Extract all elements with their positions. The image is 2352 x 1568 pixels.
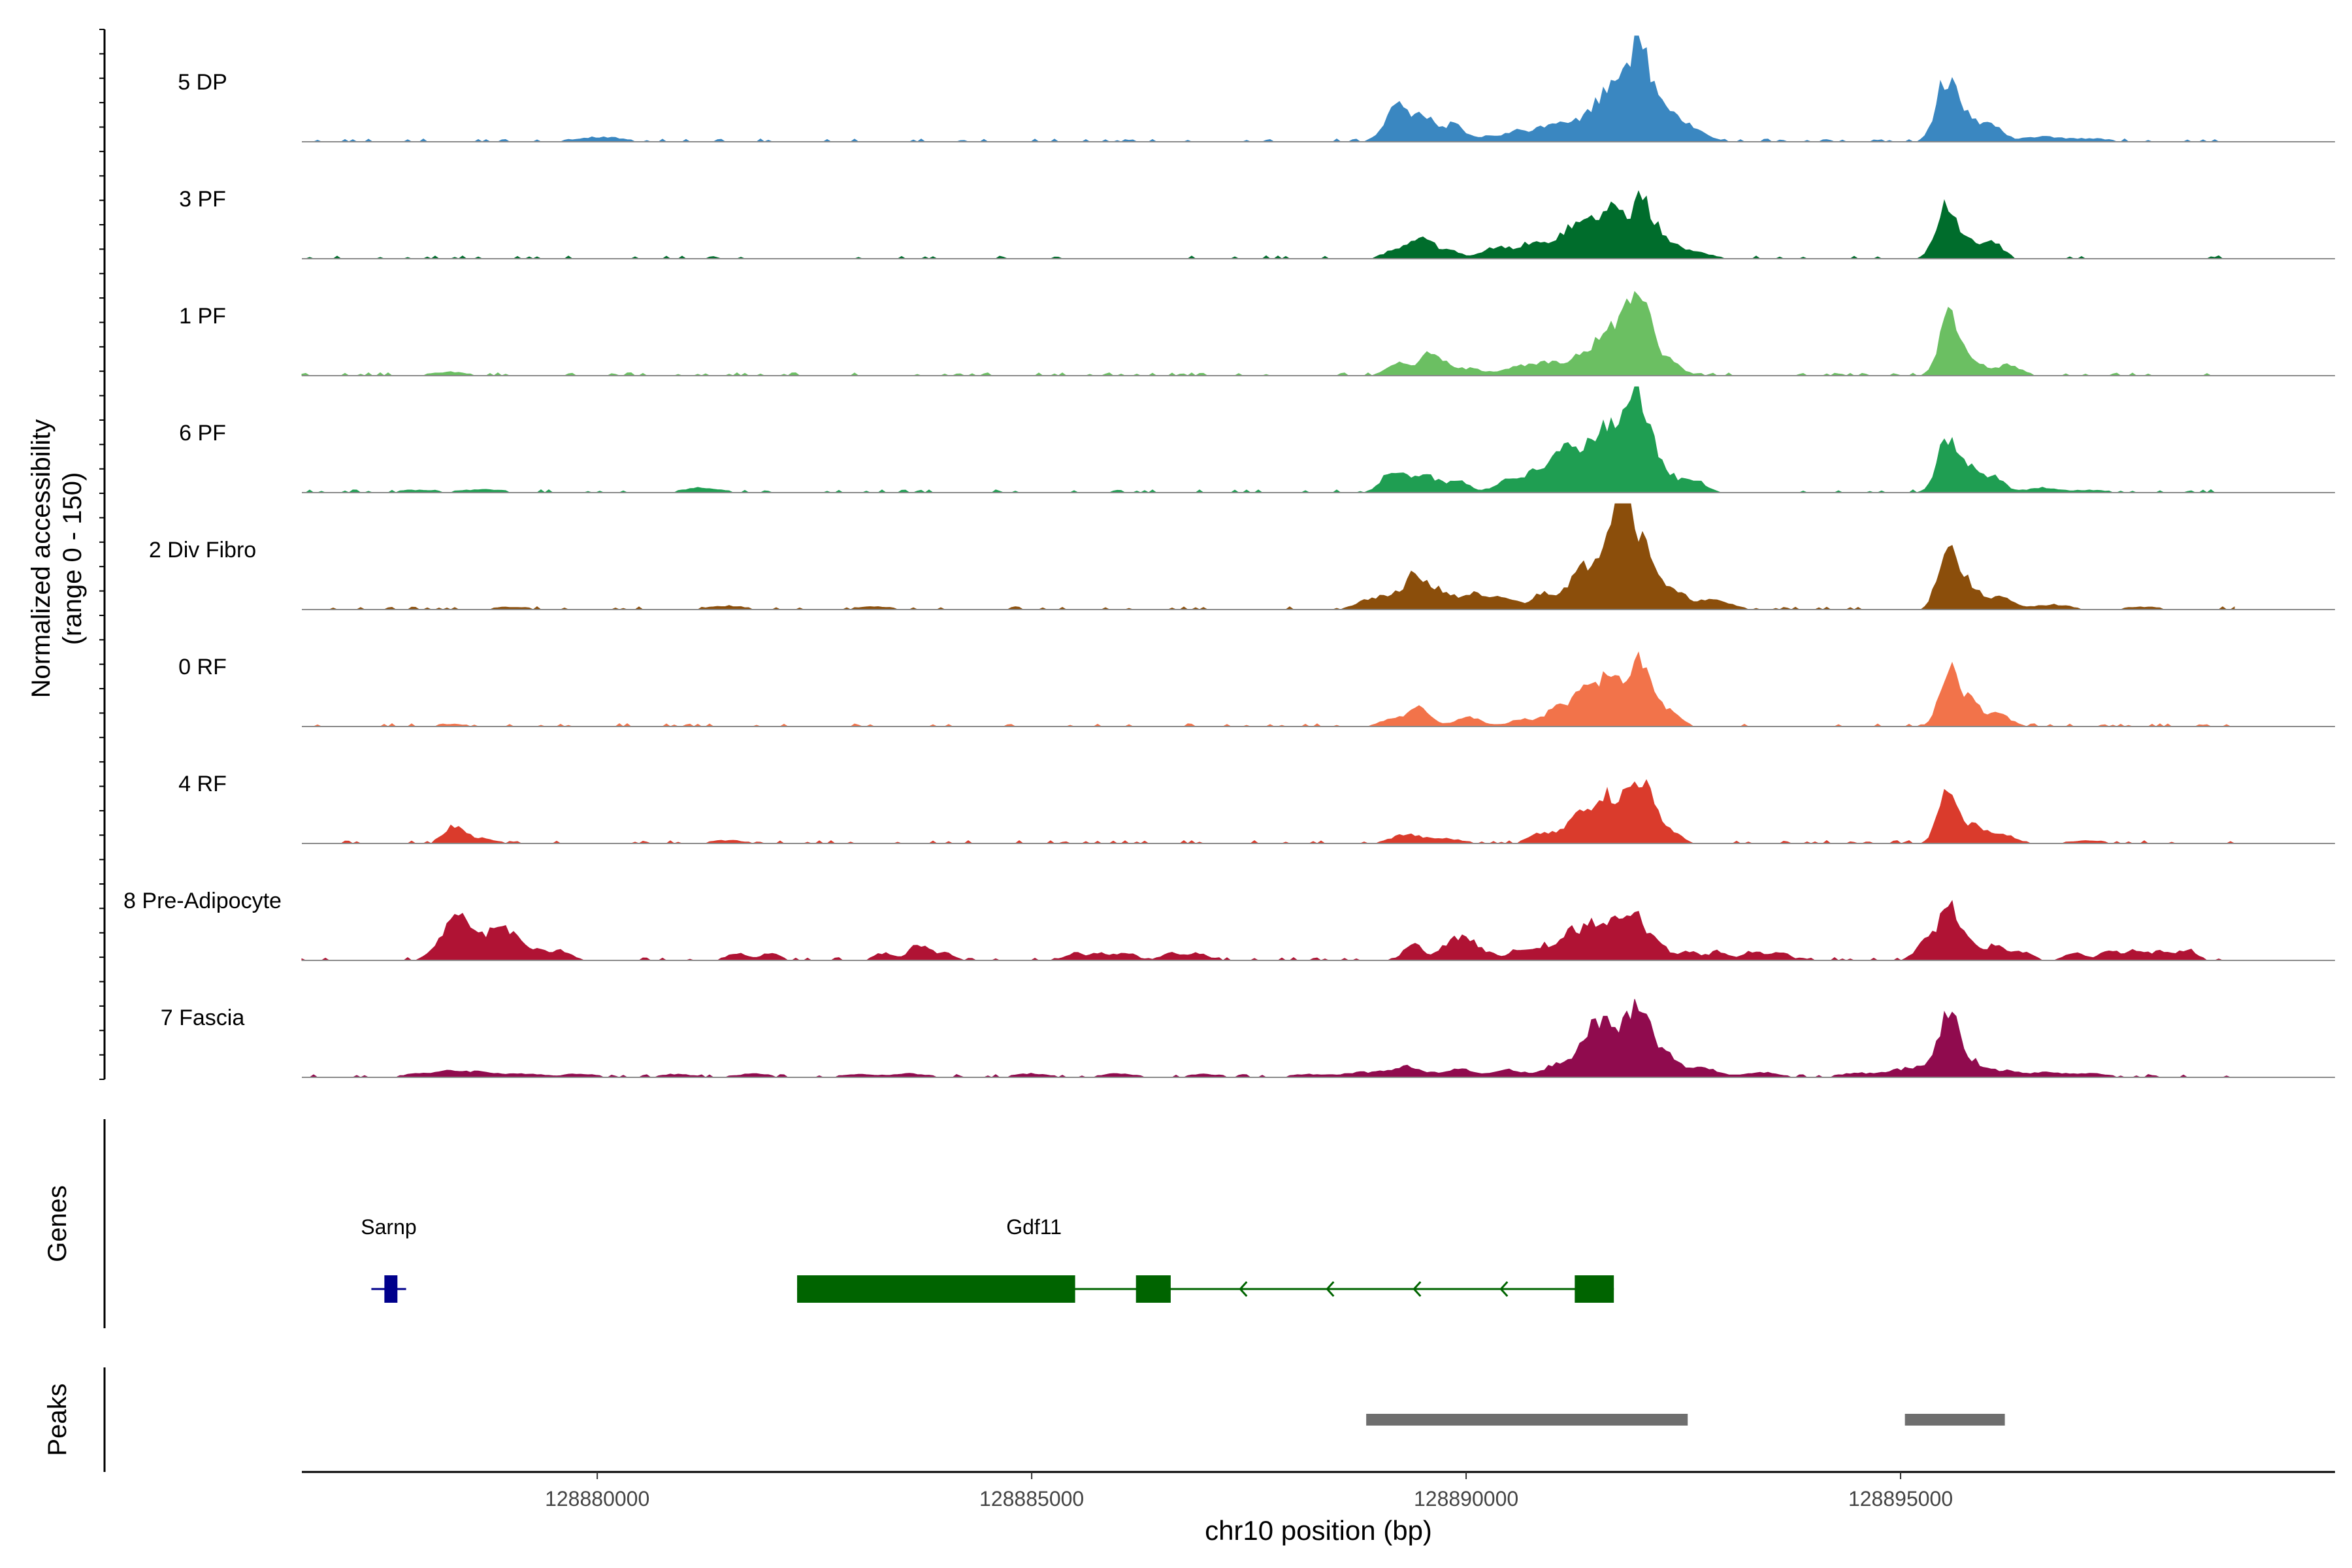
track-label: 8 Pre-Adipocyte [123, 889, 282, 913]
x-tick-label: 128885000 [979, 1487, 1084, 1511]
gene-gdf11: Gdf11 [797, 1215, 1614, 1303]
coverage-area [302, 35, 2234, 142]
genes-panel-label: Genes [43, 1185, 72, 1262]
track-label: 1 PF [179, 304, 226, 329]
peaks-panel-label: Peaks [43, 1383, 72, 1456]
track-label: 3 PF [179, 187, 226, 212]
gene-exon [384, 1275, 398, 1303]
track-label: 7 Fascia [161, 1005, 245, 1030]
gene-annotations: Sarnp Gdf11 [361, 1215, 1614, 1303]
coverage-area [302, 779, 2235, 844]
track-3-pf: 3 PF [179, 187, 2335, 259]
x-tick-label: 128890000 [1414, 1487, 1518, 1511]
coverage-area [301, 291, 2234, 376]
gene-strand-arrow [1499, 1281, 1509, 1298]
peak-regions [1366, 1414, 2005, 1426]
track-label: 0 RF [178, 655, 227, 679]
coverage-area [302, 503, 2235, 610]
coverage-area [302, 190, 2234, 259]
gene-exon [797, 1275, 1075, 1303]
coverage-area [301, 900, 2234, 961]
track-4-rf: 4 RF [178, 772, 2335, 844]
coverage-area [302, 651, 2234, 727]
track-label: 4 RF [178, 772, 227, 796]
x-tick-label: 128895000 [1848, 1487, 1953, 1511]
peak-region-bar [1366, 1414, 1688, 1426]
track-7-fascia: 7 Fascia [161, 999, 2335, 1078]
track-6-pf: 6 PF [179, 386, 2335, 493]
track-5-dp: 5 DP [178, 35, 2335, 142]
y-axis-title: Normalized accessibility [27, 419, 56, 698]
coverage-y-axis-ticks [99, 29, 105, 1080]
track-label: 5 DP [178, 70, 227, 95]
x-tick-label: 128880000 [545, 1487, 649, 1511]
coverage-tracks: 5 DP 3 PF 1 PF 6 PF 2 Div Fibro 0 RF 4 RF 8 Pre… [123, 35, 2335, 1078]
track-8-pre-adipocyte: 8 Pre-Adipocyte [123, 889, 2335, 961]
coverage-area [302, 386, 2234, 493]
track-2-div-fibro: 2 Div Fibro [149, 503, 2335, 610]
track-0-rf: 0 RF [178, 651, 2335, 727]
x-axis-title: chr10 position (bp) [1205, 1515, 1432, 1546]
y-axis-range: (range 0 - 150) [58, 472, 87, 645]
gene-exon [1575, 1275, 1614, 1303]
track-label: 6 PF [179, 421, 226, 446]
track-label: 2 Div Fibro [149, 538, 256, 563]
gene-label: Gdf11 [1006, 1215, 1062, 1239]
coverage-area [302, 999, 2234, 1078]
gene-strand-arrow [1239, 1281, 1248, 1298]
peak-region-bar [1904, 1414, 2005, 1426]
gene-sarnp: Sarnp [361, 1215, 417, 1303]
gene-label: Sarnp [361, 1215, 416, 1239]
gene-strand-arrow [1413, 1281, 1422, 1298]
gene-strand-arrow [1326, 1281, 1335, 1298]
gene-exon [1135, 1275, 1171, 1303]
track-1-pf: 1 PF [179, 291, 2335, 376]
x-axis-ticks: 128880000 128885000 128890000 128895000 [545, 1472, 1953, 1511]
